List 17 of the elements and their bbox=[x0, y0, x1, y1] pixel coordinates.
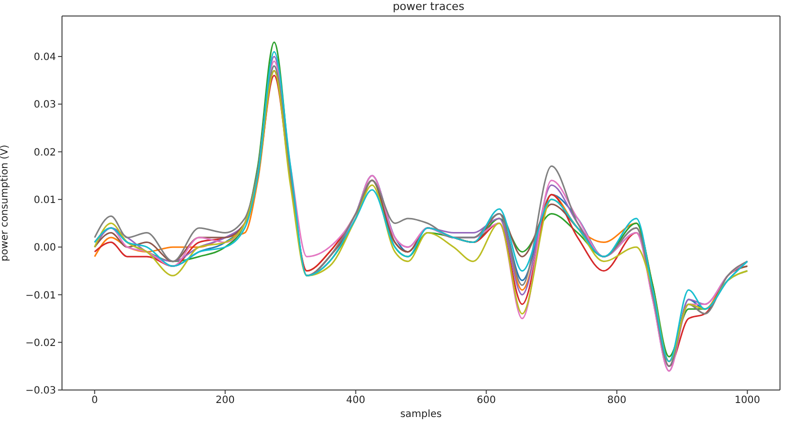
y-tick-label: −0.01 bbox=[25, 290, 56, 302]
y-tick-label: 0.04 bbox=[34, 52, 56, 64]
x-tick-label: 600 bbox=[476, 395, 496, 406]
y-tick-label: −0.03 bbox=[25, 386, 56, 397]
chart-title: power traces bbox=[392, 0, 466, 13]
y-axis-title: power consumption (V) bbox=[0, 144, 11, 262]
y-tick-label: 0.01 bbox=[34, 194, 56, 206]
x-tick-label: 0 bbox=[91, 395, 98, 406]
y-tick-label: 0.03 bbox=[34, 100, 56, 111]
x-tick-label: 200 bbox=[216, 395, 235, 406]
y-tick-label: 0.02 bbox=[34, 147, 56, 158]
x-tick-label: 800 bbox=[607, 395, 626, 406]
y-tick-label: −0.02 bbox=[25, 338, 56, 349]
x-tick-label: 400 bbox=[346, 395, 366, 406]
y-tick-label: 0.00 bbox=[34, 242, 56, 254]
x-tick-label: 1000 bbox=[734, 395, 760, 406]
x-axis-title: samples bbox=[400, 409, 442, 420]
